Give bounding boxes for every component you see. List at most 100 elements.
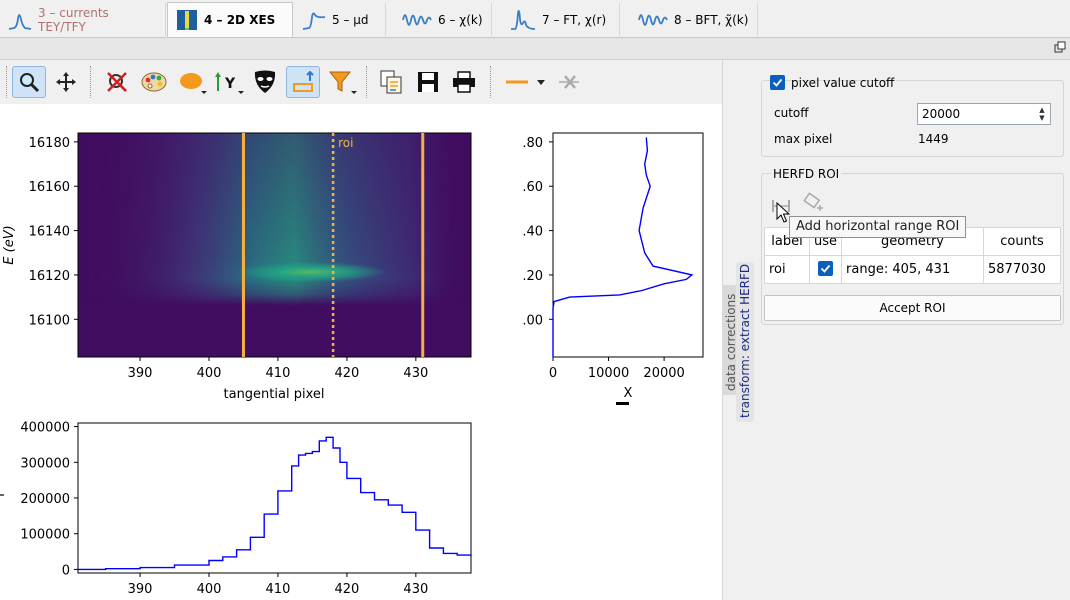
tab-label: 3 – currents TEY/TFY <box>38 5 109 34</box>
y-tick-label: 16180 <box>29 136 70 151</box>
bottom-y-ticks: 400000 300000 200000 100000 0 <box>20 421 78 578</box>
zoom-icon[interactable] <box>12 66 46 98</box>
cutoff-spinbox[interactable]: ▲▼ <box>917 103 1051 125</box>
col-header-label[interactable]: label <box>764 227 810 256</box>
print-icon[interactable] <box>447 66 481 98</box>
max-pixel-label: max pixel <box>774 132 833 146</box>
float-dock-icon[interactable] <box>1054 41 1066 53</box>
table-row[interactable]: roi range: 405, 431 5877030 <box>764 255 1061 284</box>
y-tick-label: .40 <box>522 225 543 240</box>
x-tick-label: 400 <box>197 582 222 597</box>
remove-curve-icon[interactable] <box>552 66 586 98</box>
x-tick-label: 410 <box>266 582 291 597</box>
y-tick-label: 0 <box>62 563 70 578</box>
mouse-cursor-icon <box>776 201 791 227</box>
roi-use-checkbox[interactable] <box>818 261 833 276</box>
y-tick-label: 16160 <box>29 180 70 195</box>
bottom-profile-plot[interactable]: 390 400 410 420 430 400000 300000 200000 100000… <box>0 421 472 597</box>
ft-peaks-icon <box>511 9 536 30</box>
y-tick-label: 200000 <box>20 492 70 507</box>
filter-icon[interactable] <box>325 66 359 98</box>
oscillation-icon <box>402 13 432 26</box>
side-x-label: X <box>624 386 633 401</box>
max-pixel-value: 1449 <box>918 132 949 146</box>
save-icon[interactable] <box>411 66 445 98</box>
side-curve <box>552 137 694 357</box>
image-map-icon <box>177 10 197 30</box>
roi-counts-cell: 5877030 <box>983 255 1061 284</box>
x-tick-label: 20000 <box>643 366 684 381</box>
x-tick-label: 420 <box>334 366 359 381</box>
side-tab-transform[interactable]: transform: extract HERFD <box>736 262 754 422</box>
spin-arrows-icon[interactable]: ▲ ▼ <box>1039 106 1045 122</box>
tab-mud[interactable]: 5 – μd <box>294 3 386 36</box>
tab-label: 6 – χ(k) <box>438 12 483 27</box>
plot-toolbar: Y <box>0 60 722 104</box>
tab-2d-xes[interactable]: 4 – 2D XES <box>167 2 293 37</box>
roi-geometry-cell[interactable]: range: 405, 431 <box>841 255 985 284</box>
tab-chi-k[interactable]: 6 – χ(k) <box>394 3 492 36</box>
bottom-x-ticks: 390 400 410 420 430 <box>128 573 428 597</box>
pixel-cutoff-checkbox-row[interactable]: pixel value cutoff <box>770 75 894 90</box>
side-profile-plot[interactable]: 0 10000 20000 .80 .60 .40 .20 .00 X <box>522 132 704 405</box>
copy-icon[interactable] <box>374 66 408 98</box>
peak-curve-icon <box>8 13 32 30</box>
x-tick-label: 430 <box>403 582 428 597</box>
roi-use-cell[interactable] <box>808 255 843 284</box>
edge-curve-icon <box>302 12 326 30</box>
curve-style-icon[interactable] <box>500 66 550 98</box>
marker-shape-icon[interactable] <box>175 66 209 98</box>
x-tick-label: 420 <box>334 582 359 597</box>
image-y-label: E (eV) <box>2 225 17 264</box>
y-axis-icon[interactable]: Y <box>212 66 246 98</box>
image-x-label: tangential pixel <box>224 387 325 402</box>
tab-bft[interactable]: 8 – BFT, χ̃(k) <box>630 3 758 36</box>
col-header-counts[interactable]: counts <box>983 227 1061 256</box>
heatmap-hotspot <box>237 262 387 282</box>
plot-area: roi 390 400 410 420 430 16180 16160 16140 16120… <box>0 104 722 600</box>
cutoff-label: cutoff <box>774 106 809 120</box>
tab-label: 8 – BFT, χ̃(k) <box>674 12 749 27</box>
accept-roi-button[interactable]: Accept ROI <box>764 295 1061 321</box>
side-x-ticks: 0 10000 20000 <box>549 357 685 381</box>
bottom-profile-line <box>78 436 472 571</box>
x-tick-label: 430 <box>403 366 428 381</box>
reset-zoom-icon[interactable] <box>100 66 134 98</box>
bottom-curve <box>78 436 472 571</box>
y-tick-label: 16120 <box>29 269 70 284</box>
tab-label: 7 – FT, χ(r) <box>542 12 607 27</box>
x-tick-label: 390 <box>128 366 153 381</box>
roi-icon[interactable] <box>286 66 320 98</box>
add-rect-roi-icon[interactable] <box>801 192 825 217</box>
pan-icon[interactable] <box>49 66 83 98</box>
colormap-icon[interactable] <box>137 66 171 98</box>
x-tick-label: 390 <box>128 582 153 597</box>
tab-label: 5 – μd <box>332 12 369 27</box>
mask-icon[interactable] <box>248 66 282 98</box>
xes-image-plot[interactable]: roi 390 400 410 420 430 16180 16160 16140 16120… <box>2 132 472 402</box>
pixel-cutoff-label: pixel value cutoff <box>791 75 895 90</box>
roi-label: roi <box>338 136 353 150</box>
image-y-ticks: 16180 16160 16140 16120 16100 <box>29 136 78 328</box>
tab-currents[interactable]: 3 – currents TEY/TFY <box>0 3 166 36</box>
pixel-cutoff-checkbox[interactable] <box>770 75 785 90</box>
y-tick-label: .20 <box>522 269 543 284</box>
toolbar-separator <box>90 66 91 98</box>
roi-label-cell[interactable]: roi <box>764 255 810 284</box>
plot-canvas[interactable]: roi 390 400 410 420 430 16180 16160 16140 16120… <box>0 104 722 600</box>
tab-ft[interactable]: 7 – FT, χ(r) <box>502 3 620 36</box>
heatmap-band <box>78 133 471 357</box>
tab-bar: 3 – currents TEY/TFY 4 – 2D XES 5 – μd 6… <box>0 0 1070 38</box>
cutoff-input[interactable] <box>918 104 1030 124</box>
y-tick-label: .80 <box>522 136 543 151</box>
oscillation-icon <box>638 13 668 26</box>
y-tick-label: 100000 <box>20 528 70 543</box>
tooltip: Add horizontal range ROI <box>789 216 967 238</box>
y-tick-label: 16140 <box>29 225 70 240</box>
y-tick-label: 300000 <box>20 456 70 471</box>
side-profile-line <box>552 137 694 357</box>
roi-lines[interactable] <box>241 133 425 357</box>
image-x-ticks: 390 400 410 420 430 <box>128 357 428 381</box>
y-tick-label: 16100 <box>29 313 70 328</box>
y-tick-label: .00 <box>522 313 543 328</box>
